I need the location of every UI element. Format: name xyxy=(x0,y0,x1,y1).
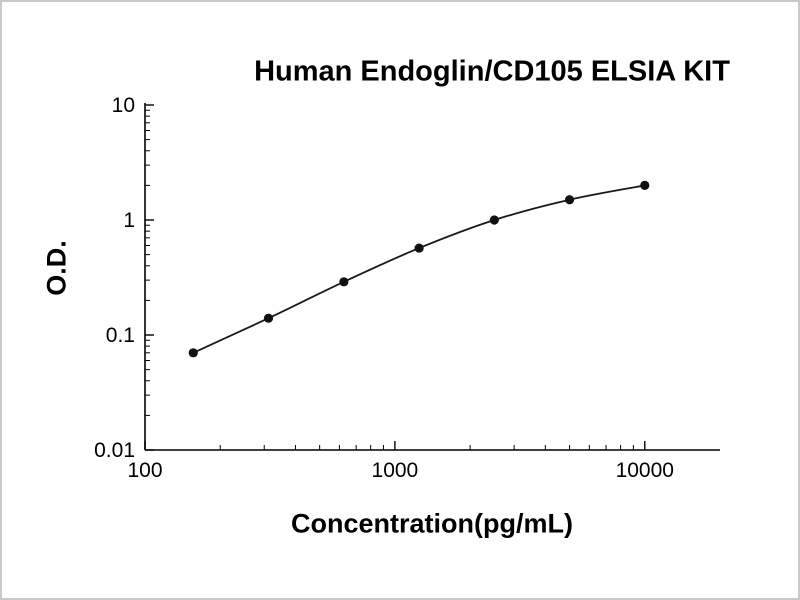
data-point-marker xyxy=(339,277,349,287)
y-tick-label: 10 xyxy=(112,94,135,117)
chart-title: Human Endoglin/CD105 ELSIA KIT xyxy=(254,55,730,88)
standard-curve-line xyxy=(192,184,645,354)
data-point-marker xyxy=(489,215,499,225)
x-tick-label: 100 xyxy=(127,459,162,482)
x-tick-label: 1000 xyxy=(372,459,419,482)
y-tick-label: 0.1 xyxy=(106,324,135,347)
x-tick-label: 10000 xyxy=(616,459,674,482)
data-point-marker xyxy=(188,348,198,358)
y-tick-label: 0.01 xyxy=(94,439,135,462)
x-axis-label: Concentration(pg/mL) xyxy=(291,508,573,539)
data-point-marker xyxy=(640,180,650,190)
y-tick-label: 1 xyxy=(123,209,135,232)
data-point-marker xyxy=(263,313,274,323)
data-point-marker xyxy=(414,243,424,253)
data-point-marker xyxy=(564,195,575,205)
